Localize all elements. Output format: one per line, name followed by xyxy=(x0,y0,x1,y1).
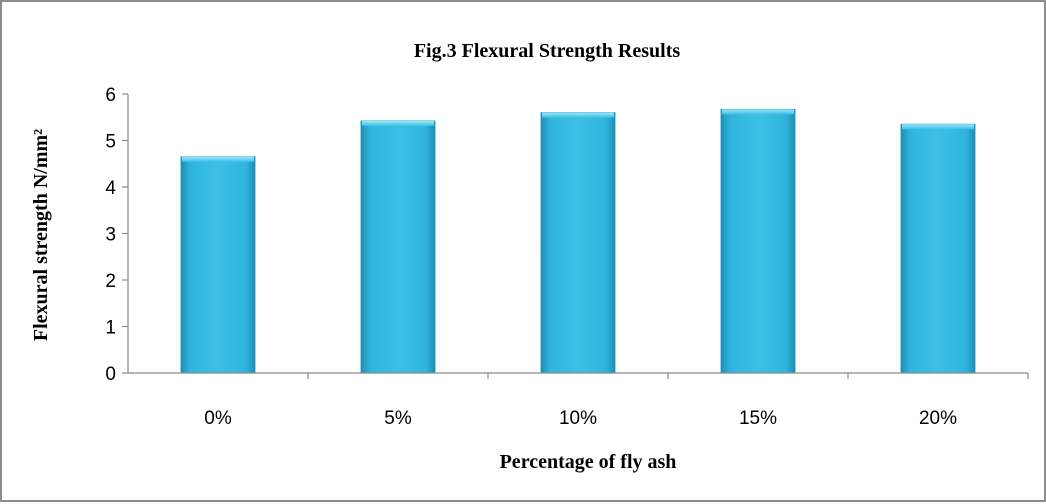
bar-highlight xyxy=(542,112,614,118)
y-tick-label: 6 xyxy=(105,85,116,106)
y-tick-label: 5 xyxy=(105,132,116,153)
bar xyxy=(720,108,796,374)
x-axis-ticks: 0% 5% 10% 15% 20% xyxy=(204,373,1029,429)
bar xyxy=(360,120,436,374)
y-tick-label: 3 xyxy=(105,225,116,246)
x-tick-label: 15% xyxy=(739,408,777,429)
bar xyxy=(180,156,256,374)
y-tick-label: 1 xyxy=(105,318,116,339)
y-tick-label: 4 xyxy=(105,178,116,199)
x-axis-label: Percentage of fly ash xyxy=(500,451,677,473)
chart-title: Fig.3 Flexural Strength Results xyxy=(414,40,681,62)
y-axis-label: Flexural strength N/mm² xyxy=(30,129,52,341)
x-tick-label: 20% xyxy=(919,408,957,429)
bar xyxy=(540,112,616,374)
bar-highlight xyxy=(182,156,254,162)
y-axis-ticks: 0 1 2 3 4 5 6 xyxy=(105,85,128,385)
y-tick-label: 2 xyxy=(105,271,116,292)
bar-highlight xyxy=(902,124,974,130)
bar-highlight xyxy=(722,109,794,115)
bars xyxy=(180,108,976,374)
x-tick-label: 10% xyxy=(559,408,597,429)
bar-highlight xyxy=(362,120,434,126)
y-tick-label: 0 xyxy=(105,364,116,385)
x-tick-label: 0% xyxy=(204,408,232,429)
bar xyxy=(900,123,976,374)
x-tick-label: 5% xyxy=(384,408,412,429)
